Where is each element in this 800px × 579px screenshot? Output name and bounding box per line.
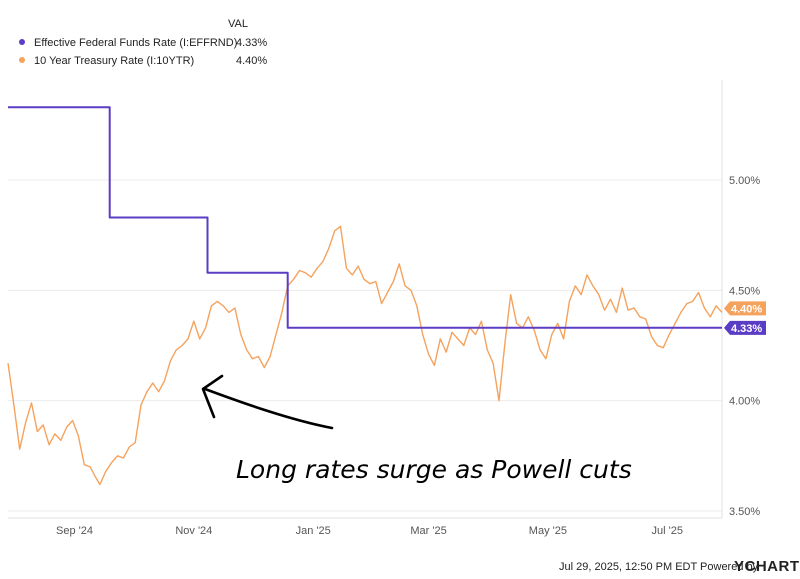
end-badge-shape (724, 320, 766, 335)
fed-funds-end-badge: 4.33% (724, 320, 766, 335)
annotation-arrow-head (201, 374, 224, 419)
legend-value-10yr: 4.40% (236, 55, 267, 67)
y-tick-label: 3.50% (729, 506, 760, 518)
treasury-end-badge: 4.40% (724, 301, 766, 316)
end-badge-shape (724, 301, 766, 316)
legend: VAL Effective Federal Funds Rate (I:EFFR… (19, 18, 267, 67)
annotation-text: Long rates surge as Powell cuts (236, 455, 632, 484)
x-tick-label: Nov '24 (175, 525, 212, 537)
series-lines (7, 106, 723, 486)
x-tick-label: Jul '25 (652, 525, 683, 537)
legend-header: VAL (228, 18, 248, 30)
end-badge-label: 4.40% (731, 303, 762, 315)
legend-value-fed-funds: 4.33% (236, 37, 267, 49)
y-tick-label: 4.50% (729, 285, 760, 297)
annotation-arrow-shaft (203, 387, 334, 430)
legend-marker-fed-funds (19, 39, 25, 45)
x-tick-label: Sep '24 (56, 525, 93, 537)
end-value-badges: 4.33% 4.40% (724, 301, 766, 335)
legend-marker-10yr (19, 57, 25, 63)
y-axis-ticks: 5.00% 4.50% 4.00% 3.50% (729, 175, 760, 518)
gridlines (8, 179, 722, 512)
legend-label-10yr: 10 Year Treasury Rate (I:10YTR) (34, 55, 194, 67)
fed-funds-rate-line (8, 106, 722, 329)
annotation-arrow (201, 374, 334, 430)
x-tick-label: May '25 (529, 525, 567, 537)
legend-label-fed-funds: Effective Federal Funds Rate (I:EFFRND) (34, 37, 237, 49)
y-tick-label: 4.00% (729, 396, 760, 408)
ycharts-logo: YCHARTS (734, 558, 800, 575)
end-badge-label: 4.33% (731, 323, 762, 335)
x-tick-label: Jan '25 (296, 525, 331, 537)
footer-timestamp: Jul 29, 2025, 12:50 PM EDT Powered by (559, 561, 759, 573)
y-tick-label: 5.00% (729, 175, 760, 187)
x-axis-ticks: Sep '24 Nov '24 Jan '25 Mar '25 May '25 Jul '… (56, 525, 683, 537)
x-tick-label: Mar '25 (410, 525, 446, 537)
treasury-10yr-line (7, 225, 723, 486)
